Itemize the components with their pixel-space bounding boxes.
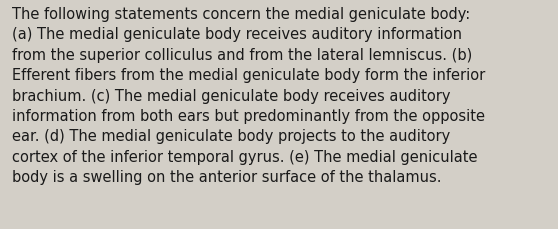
Text: The following statements concern the medial geniculate body:
(a) The medial geni: The following statements concern the med… [12,7,485,184]
